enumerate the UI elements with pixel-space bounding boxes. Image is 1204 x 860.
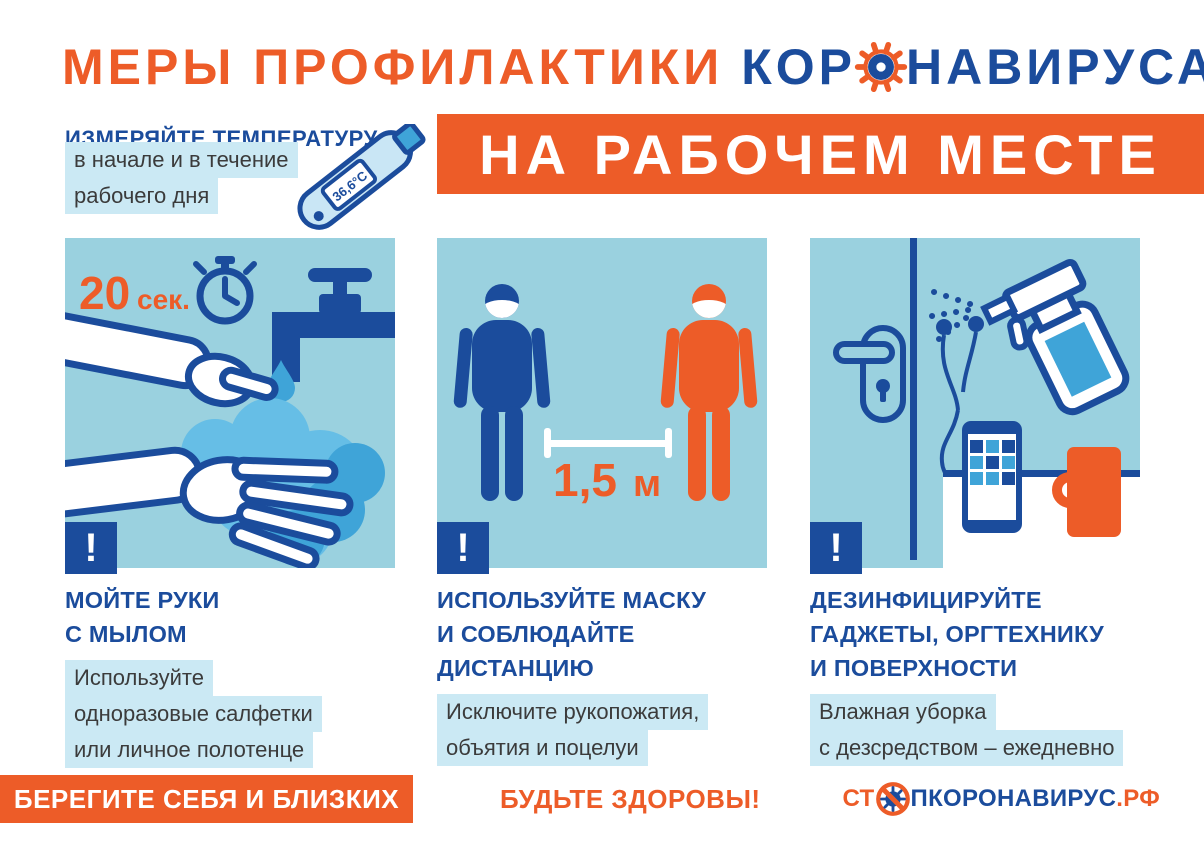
section-note: Влажная уборка с дезсредством – ежедневн… xyxy=(810,694,1178,766)
thermometer-icon: 36,6°C xyxy=(297,124,426,230)
title-corona-pre: КОР xyxy=(741,39,856,95)
distance-unit: м xyxy=(633,463,661,505)
exclamation-mark: ! xyxy=(829,526,843,570)
logo-suffix: .РФ xyxy=(1116,785,1160,812)
person-right xyxy=(660,284,758,501)
warning-badge: ! xyxy=(437,522,489,574)
distance-value: 1,5 xyxy=(553,454,617,506)
washing-hands xyxy=(65,309,354,568)
face-mask-icon xyxy=(485,300,519,318)
faucet-icon xyxy=(272,268,395,382)
distance-measure-line xyxy=(544,428,672,458)
poster-title: МЕРЫ ПРОФИЛАКТИКИ КОР НАВИРУСА xyxy=(62,38,1204,96)
duration-unit: сек. xyxy=(137,284,190,315)
table-edge xyxy=(943,470,1140,477)
heading-line: ДЕЗИНФИЦИРУЙТЕ xyxy=(810,587,1042,613)
note-line: с дезсредством – ежедневно xyxy=(810,730,1124,766)
section-heading: МОЙТЕ РУКИ С МЫЛОМ xyxy=(65,583,433,651)
note-line: Исключите рукопожатия, xyxy=(437,694,709,730)
section-heading: ИСПОЛЬЗУЙТЕ МАСКУ И СОБЛЮДАЙТЕ ДИСТАНЦИЮ xyxy=(437,583,805,685)
spray-bottle-icon xyxy=(980,258,1130,416)
section-hand-washing-text: МОЙТЕ РУКИ С МЫЛОМ Используйте одноразов… xyxy=(65,583,433,768)
virus-icon xyxy=(854,41,908,93)
heading-line: И ПОВЕРХНОСТИ xyxy=(810,655,1018,681)
heading-line: И СОБЛЮДАЙТЕ xyxy=(437,621,635,647)
logo-mid: ПКОРОНАВИРУС xyxy=(910,785,1117,812)
heading-line: ГАДЖЕТЫ, ОРГТЕХНИКУ xyxy=(810,621,1104,647)
social-distance-illustration: 1,5 м xyxy=(437,238,767,568)
title-corona-post: НАВИРУСА xyxy=(905,39,1204,95)
note-line: Влажная уборка xyxy=(810,694,996,730)
smartphone-icon xyxy=(962,421,1022,533)
note-line: или личное полотенце xyxy=(65,732,314,768)
temperature-note-line: рабочего дня xyxy=(65,178,219,214)
title-measures: МЕРЫ ПРОФИЛАКТИКИ xyxy=(62,39,724,95)
note-line: объятия и поцелуи xyxy=(437,730,648,766)
footer-protect-label: БЕРЕГИТЕ СЕБЯ И БЛИЗКИХ xyxy=(13,783,400,814)
no-virus-icon xyxy=(875,782,910,816)
door-edge xyxy=(910,238,917,560)
workplace-banner: НА РАБОЧЕМ МЕСТЕ xyxy=(437,114,1204,194)
warning-badge: ! xyxy=(810,522,862,574)
disinfection-illustration xyxy=(810,238,1140,568)
face-mask-icon xyxy=(692,300,726,318)
stopwatch-icon xyxy=(193,256,257,325)
section-disinfection-text: ДЕЗИНФИЦИРУЙТЕ ГАДЖЕТЫ, ОРГТЕХНИКУ И ПОВ… xyxy=(810,583,1178,766)
panel-hand-washing: 20 сек. xyxy=(65,238,395,574)
section-note: Используйте одноразовые салфетки или лич… xyxy=(65,660,433,768)
heading-line: С МЫЛОМ xyxy=(65,621,187,647)
note-line: одноразовые салфетки xyxy=(65,696,322,732)
section-note: Исключите рукопожатия, объятия и поцелуи xyxy=(437,694,805,766)
temperature-note: в начале и в течение рабочего дня xyxy=(65,142,298,214)
section-heading: ДЕЗИНФИЦИРУЙТЕ ГАДЖЕТЫ, ОРГТЕХНИКУ И ПОВ… xyxy=(810,583,1178,685)
temperature-note-line: в начале и в течение xyxy=(65,142,298,178)
footer-protect-banner: БЕРЕГИТЕ СЕБЯ И БЛИЗКИХ xyxy=(0,775,413,823)
heading-line: МОЙТЕ РУКИ xyxy=(65,587,220,613)
exclamation-mark: ! xyxy=(84,526,98,570)
heading-line: ИСПОЛЬЗУЙТЕ МАСКУ xyxy=(437,587,707,613)
warning-badge: ! xyxy=(65,522,117,574)
panel-mask-distance: 1,5 м ! xyxy=(437,238,767,574)
mug-icon xyxy=(1052,447,1121,537)
panel-disinfection: ! xyxy=(810,238,1140,574)
stopcoronavirus-logo: СТ ПКОРОНАВИРУС .РФ xyxy=(843,775,1160,823)
exclamation-mark: ! xyxy=(456,526,470,570)
hand-washing-illustration: 20 сек. xyxy=(65,238,395,568)
workplace-banner-label: НА РАБОЧЕМ МЕСТЕ xyxy=(479,122,1162,186)
section-mask-distance-text: ИСПОЛЬЗУЙТЕ МАСКУ И СОБЛЮДАЙТЕ ДИСТАНЦИЮ… xyxy=(437,583,805,766)
heading-line: ДИСТАНЦИЮ xyxy=(437,655,594,681)
footer-wish: БУДЬТЕ ЗДОРОВЫ! xyxy=(500,783,761,814)
duration-value: 20 xyxy=(79,267,130,319)
note-line: Используйте xyxy=(65,660,213,696)
door-handle-icon xyxy=(833,325,906,423)
logo-pre: СТ xyxy=(842,785,875,812)
